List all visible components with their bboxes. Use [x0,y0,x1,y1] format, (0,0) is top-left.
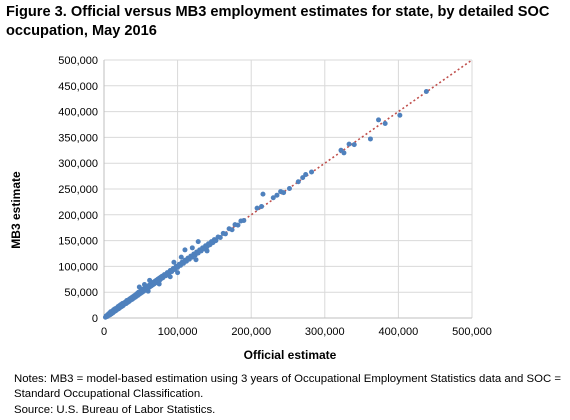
data-point [397,112,403,118]
data-point [167,274,173,280]
x-tick-label: 100,000 [158,326,198,338]
data-point [376,117,382,123]
data-point [178,254,184,260]
data-point [346,141,352,147]
data-point [341,150,347,156]
data-point [286,185,292,191]
data-point [222,231,228,237]
y-tick-label: 200,000 [58,210,98,222]
data-point [270,195,276,201]
y-tick-label: 0 [92,313,98,325]
scatter-chart: 0 50,000 100,000 150,000 200,000 250,000 300,0… [9,55,492,362]
y-tick-labels: 0 50,000 100,000 150,000 200,000 250,000 300,0… [58,55,98,325]
x-tick-label: 400,000 [379,326,419,338]
data-point [217,235,223,240]
data-point [204,248,210,254]
data-point [303,172,309,178]
y-tick-label: 150,000 [58,236,98,248]
data-point [300,175,306,181]
data-point [141,281,147,287]
data-point [193,257,199,263]
data-point [156,281,162,287]
data-point [145,288,151,294]
x-tick-label: 0 [101,326,107,338]
data-point [382,120,388,126]
y-tick-label: 350,000 [58,132,98,144]
plot-frame [103,60,472,319]
data-point [274,192,280,198]
data-point [309,169,315,175]
data-point [295,179,301,185]
data-point [235,222,241,228]
x-tick-labels: 0 100,000 200,000 300,000 400,000 500,000 [101,326,492,338]
data-point [195,239,201,245]
y-tick-label: 500,000 [58,55,98,67]
data-points [102,88,429,320]
data-point [229,227,235,233]
data-point [136,284,142,290]
y-axis-label: MB3 estimate [9,171,23,249]
data-point [281,190,287,196]
data-point [254,205,260,211]
data-point [171,259,177,265]
data-point [241,217,247,223]
data-point [175,270,181,276]
y-tick-label: 100,000 [58,261,98,273]
data-point [182,247,188,253]
chart-title: Figure 3. Official versus MB3 employment… [6,4,550,39]
data-point [213,238,219,244]
data-point [351,142,357,148]
reference-line [103,59,473,319]
chart-notes: Notes: MB3 = model-based estimation usin… [14,373,562,400]
data-point [259,204,264,210]
y-tick-label: 250,000 [58,184,98,196]
chart-source: Source: U.S. Bureau of Labor Statistics. [14,404,216,416]
y-tick-label: 400,000 [58,107,98,119]
x-tick-label: 300,000 [305,326,345,338]
y-tick-label: 50,000 [64,287,98,299]
y-tick-label: 300,000 [58,158,98,170]
data-point [147,277,153,283]
x-tick-label: 500,000 [452,326,492,338]
x-axis-label: Official estimate [244,348,337,362]
data-point [423,88,429,94]
data-point [367,136,373,142]
y-tick-label: 450,000 [58,81,98,93]
data-point [260,191,266,197]
x-tick-label: 200,000 [231,326,271,338]
data-point [189,245,195,251]
